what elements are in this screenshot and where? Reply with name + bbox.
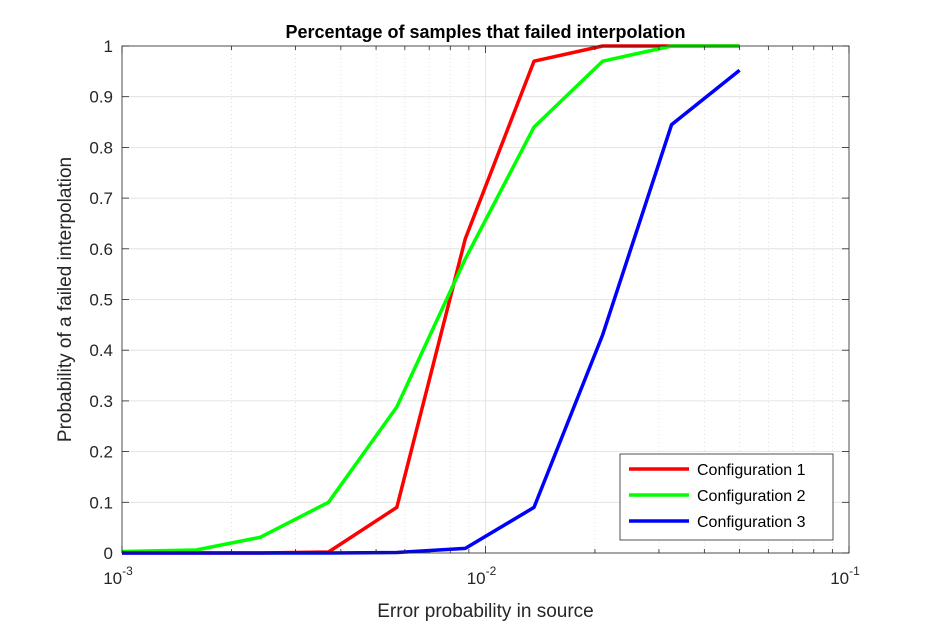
x-tick-label: 10-1 xyxy=(830,564,860,588)
legend: Configuration 1 Configuration 2 Configurat… xyxy=(619,453,834,541)
y-tick-label: 0.4 xyxy=(89,341,113,360)
y-tick-label: 0 xyxy=(104,544,113,563)
legend-label-1: Configuration 1 xyxy=(697,462,806,479)
x-tick-label: 10-2 xyxy=(467,564,497,588)
x-axis-label: Error probability in source xyxy=(377,601,593,622)
y-tick-label: 0.9 xyxy=(89,88,113,107)
y-tick-label: 0.3 xyxy=(89,392,113,411)
chart-title: Percentage of samples that failed interp… xyxy=(285,22,685,42)
y-axis-label: Probability of a failed interpolation xyxy=(55,157,76,442)
y-tick-label: 0.2 xyxy=(89,443,113,462)
series-line-2 xyxy=(121,44,740,554)
x-tick-label: 10-3 xyxy=(103,564,133,588)
legend-label-3: Configuration 3 xyxy=(697,514,806,531)
y-tick-label: 0.6 xyxy=(89,240,113,259)
tick-labels: 10-3 10-2 10-1 0 0.1 0.2 0.3 0.4 0.5 0.6 0.7 0.8 0.9… xyxy=(89,37,860,588)
y-tick-label: 1 xyxy=(104,37,113,56)
y-tick-label: 0.5 xyxy=(89,291,113,310)
y-tick-label: 0.1 xyxy=(89,493,113,512)
axis-ticks xyxy=(121,45,850,554)
legend-label-2: Configuration 2 xyxy=(697,488,806,505)
y-tick-label: 0.8 xyxy=(89,138,113,157)
y-tick-label: 0.7 xyxy=(89,189,113,208)
